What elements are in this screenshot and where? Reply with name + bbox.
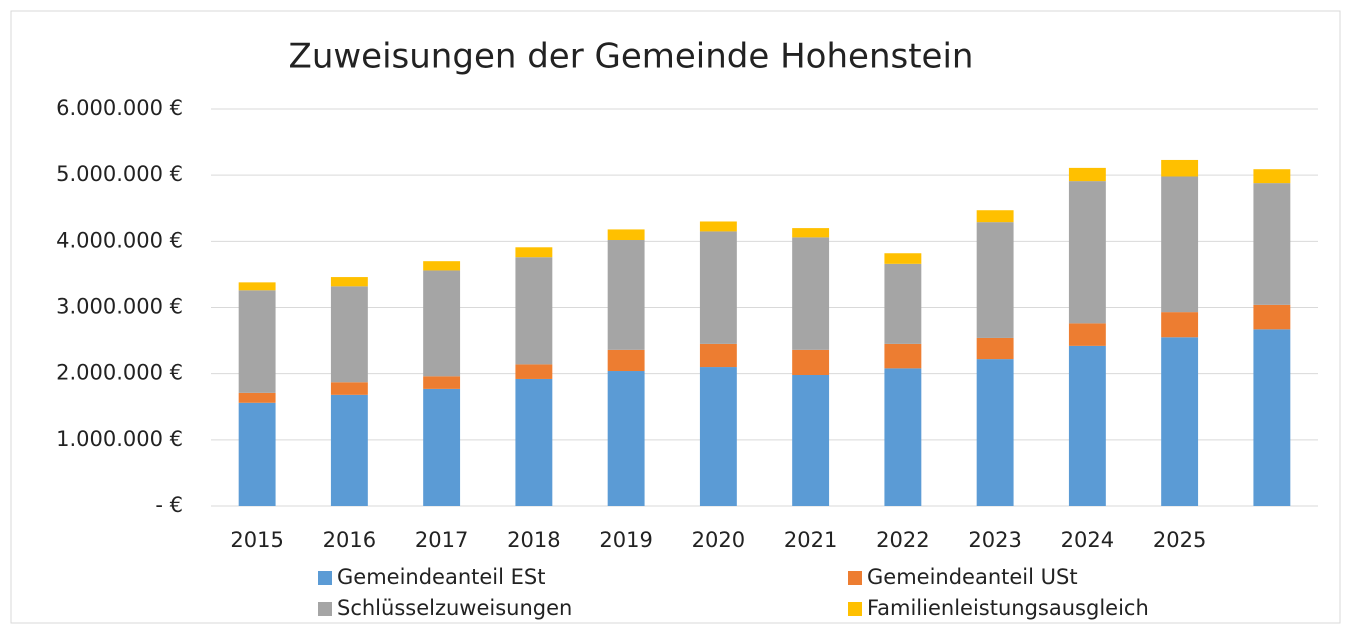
chart-title: Zuweisungen der Gemeinde Hohenstein — [289, 37, 974, 77]
bar-segment — [515, 364, 553, 379]
bar-segment — [515, 257, 553, 365]
bar-segment — [976, 337, 1014, 360]
bar-segment — [423, 388, 461, 506]
y-tick-label: - € — [155, 493, 183, 517]
bar-segment — [699, 221, 737, 232]
legend-swatch — [848, 602, 862, 616]
bar-segment — [515, 247, 553, 258]
legend-label: Gemeindeanteil ESt — [337, 565, 545, 589]
bar-segment — [423, 270, 461, 377]
bar-segment — [1253, 304, 1291, 330]
bar-segment — [1161, 337, 1199, 506]
bar-segment — [330, 394, 368, 506]
bar-segment — [699, 231, 737, 344]
bar-segment — [976, 210, 1014, 223]
bar-segment — [699, 367, 737, 506]
bar-segment — [792, 374, 830, 506]
bar-segment — [699, 343, 737, 368]
bar-segment — [1068, 181, 1106, 324]
bar-segment — [330, 286, 368, 383]
bar-segment — [976, 222, 1014, 338]
x-tick-label: 2017 — [415, 528, 468, 552]
y-tick-label: 2.000.000 € — [56, 361, 183, 385]
legend-label: Schlüsselzuweisungen — [337, 596, 572, 620]
legend-swatch — [318, 602, 332, 616]
legend-label: Familienleistungsausgleich — [867, 596, 1149, 620]
bar-segment — [238, 402, 276, 506]
y-tick-label: 6.000.000 € — [56, 96, 183, 120]
bar-segment — [1068, 345, 1106, 506]
x-tick-label: 2018 — [507, 528, 560, 552]
bar-segment — [238, 290, 276, 393]
bar-segment — [792, 228, 830, 238]
bar-segment — [792, 349, 830, 375]
legend-swatch — [318, 571, 332, 585]
bar-segment — [792, 237, 830, 350]
x-tick-label: 2015 — [230, 528, 283, 552]
bar-segment — [515, 378, 553, 506]
x-tick-label: 2024 — [1061, 528, 1114, 552]
bar-segment — [1253, 169, 1291, 184]
bar-segment — [1068, 323, 1106, 346]
bar-segment — [1068, 167, 1106, 182]
x-tick-label: 2019 — [599, 528, 652, 552]
bar-segment — [976, 359, 1014, 506]
bar-segment — [1161, 176, 1199, 313]
bar-segment — [884, 368, 922, 506]
bar-segment — [884, 253, 922, 264]
x-tick-label: 2022 — [876, 528, 929, 552]
y-tick-label: 4.000.000 € — [56, 228, 183, 252]
bar-segment — [607, 240, 645, 350]
bar-segment — [423, 261, 461, 271]
bar-segment — [884, 263, 922, 344]
legend-label: Gemeindeanteil USt — [867, 565, 1078, 589]
y-tick-label: 1.000.000 € — [56, 427, 183, 451]
bar-segment — [238, 282, 276, 291]
bar-segment — [1253, 183, 1291, 305]
x-tick-label: 2025 — [1153, 528, 1206, 552]
x-tick-label: 2021 — [784, 528, 837, 552]
x-tick-label: 2023 — [968, 528, 1021, 552]
bar-segment — [1161, 312, 1199, 338]
bar-segment — [1161, 159, 1199, 177]
bar-segment — [330, 382, 368, 395]
y-tick-label: 5.000.000 € — [56, 162, 183, 186]
bar-segment — [884, 343, 922, 369]
bar-segment — [607, 371, 645, 506]
bar-segment — [607, 229, 645, 241]
y-tick-label: 3.000.000 € — [56, 295, 183, 319]
x-tick-label: 2020 — [692, 528, 745, 552]
chart-frame — [10, 10, 1341, 624]
legend-swatch — [848, 571, 862, 585]
bar-segment — [330, 277, 368, 287]
bar-segment — [238, 392, 276, 403]
x-tick-label: 2016 — [323, 528, 376, 552]
bar-segment — [423, 376, 461, 389]
bar-segment — [1253, 329, 1291, 506]
bar-segment — [607, 349, 645, 372]
